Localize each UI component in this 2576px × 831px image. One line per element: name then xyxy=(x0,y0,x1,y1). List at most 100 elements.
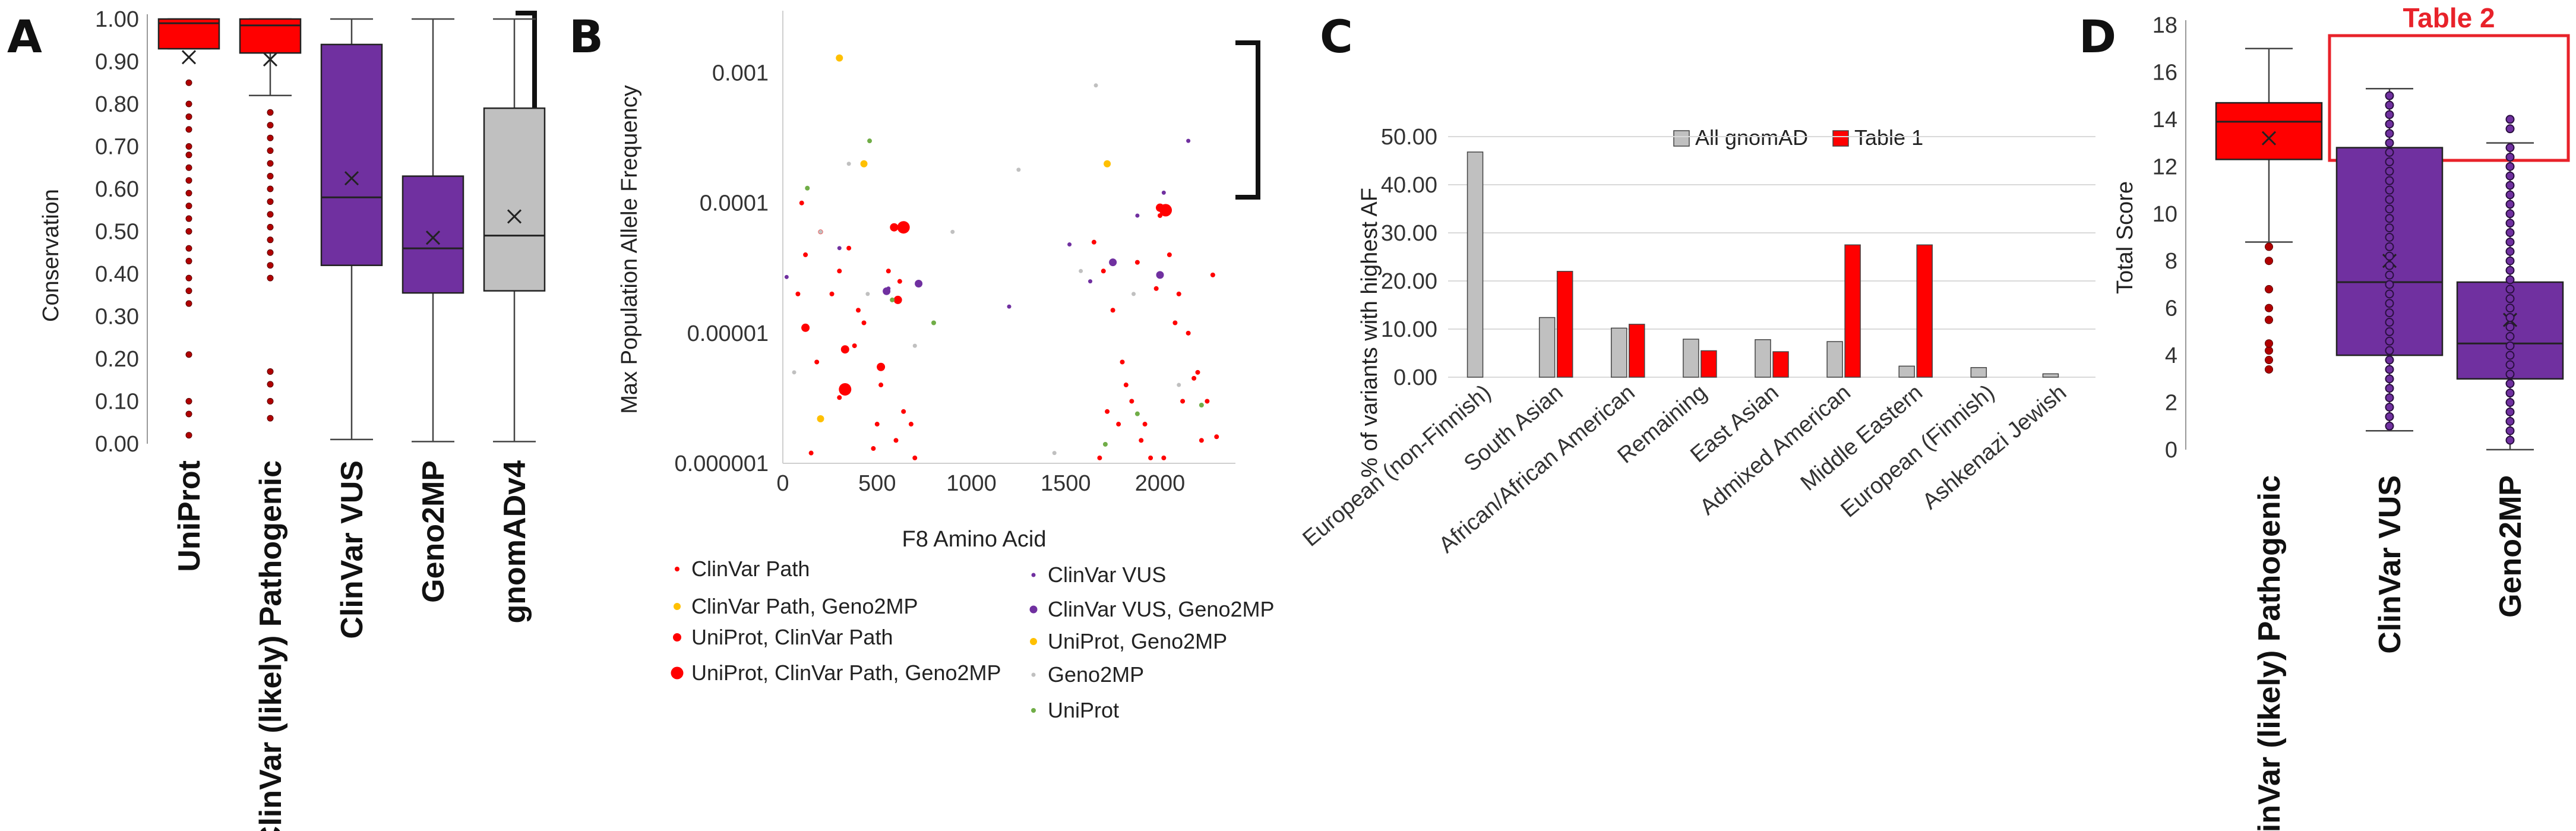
data-point xyxy=(2505,115,2515,124)
data-point xyxy=(2385,157,2394,166)
scatter-point xyxy=(840,345,849,354)
panel-c-legend: All gnomAD Table 1 xyxy=(1673,125,1923,150)
scatter-point xyxy=(1159,204,1172,217)
outlier-point xyxy=(267,274,274,282)
scatter-point xyxy=(792,370,796,375)
outlier-point xyxy=(267,398,274,405)
outlier-point xyxy=(2265,365,2273,374)
y-tick-label: 6 xyxy=(2165,296,2177,321)
panel-d-boxplot: Total Score Table 2 0 2 4 6 8 10 12 14 16 18 ClinV… xyxy=(2113,2,2570,831)
outlier-point xyxy=(185,203,192,210)
legend-marker xyxy=(1030,638,1037,645)
scatter-point xyxy=(874,422,880,427)
data-point xyxy=(2505,200,2515,209)
scatter-point xyxy=(1110,308,1115,313)
data-point xyxy=(2385,204,2394,214)
scatter-point xyxy=(893,438,899,443)
series-uniprot-geno2mp xyxy=(836,54,1111,168)
y-tick-label: 0 xyxy=(2165,438,2177,463)
scatter-point xyxy=(817,415,824,422)
scatter-point xyxy=(861,320,867,326)
panel-label-c: C xyxy=(1320,10,1353,63)
data-point xyxy=(2385,100,2394,110)
panel-a-boxplot: Conservation 0.00 0.10 0.20 0.30 0.40 0.50 0.6… xyxy=(39,7,546,831)
bar-all-gnomad xyxy=(1826,341,1843,378)
box-iqr xyxy=(483,107,546,292)
panel-b-legend: ClinVar Path ClinVar VUS ClinVar Path, Gen… xyxy=(671,557,1274,722)
bar-all-gnomad xyxy=(1755,339,1771,378)
outlier-point xyxy=(185,228,192,235)
y-tick-label: 0.50 xyxy=(95,220,139,245)
bar-all-gnomad xyxy=(1898,365,1915,378)
scatter-point xyxy=(1172,320,1178,326)
outlier-point xyxy=(267,262,274,269)
scatter-point xyxy=(883,287,891,295)
box-group-clinvar-vus xyxy=(2335,88,2444,432)
data-point xyxy=(2505,407,2515,416)
bar-all-gnomad xyxy=(1611,327,1627,378)
legend-marker xyxy=(1031,672,1036,677)
scatter-point xyxy=(912,343,917,348)
scatter-point xyxy=(871,446,876,451)
x-tick-label: 1500 xyxy=(1041,471,1091,496)
scatter-point xyxy=(897,221,910,234)
scatter-point xyxy=(1205,399,1210,404)
data-point xyxy=(2385,91,2394,100)
bar-all-gnomad xyxy=(1466,151,1484,378)
y-tick-label: 40.00 xyxy=(1381,173,1437,198)
y-tick-label: 0.30 xyxy=(95,305,139,330)
data-point xyxy=(2505,237,2515,247)
y-tick-label: 0.001 xyxy=(712,61,769,86)
scatter-point xyxy=(836,54,843,62)
data-point xyxy=(2505,285,2515,294)
scatter-point xyxy=(1131,292,1136,296)
scatter-point xyxy=(908,422,914,427)
scatter-point xyxy=(1093,83,1098,88)
legend-marker xyxy=(1029,605,1038,614)
data-point xyxy=(2385,393,2394,403)
data-point xyxy=(2385,318,2394,327)
outlier-point xyxy=(267,236,274,244)
data-point xyxy=(2505,313,2515,323)
outlier-point xyxy=(185,398,192,405)
box-group-geno2mp xyxy=(402,18,464,443)
scatter-point xyxy=(897,279,902,284)
box-group-uniprot xyxy=(157,18,220,439)
data-point xyxy=(2505,360,2515,369)
box-group-clinvar-likely-pathogenic xyxy=(239,18,302,422)
data-point xyxy=(2385,374,2394,384)
data-point xyxy=(2505,162,2515,171)
data-point xyxy=(2505,152,2515,162)
scatter-point xyxy=(839,383,852,396)
scatter-point xyxy=(1091,239,1096,245)
category-label: gnomADv4 xyxy=(498,460,532,624)
data-point xyxy=(2385,119,2394,129)
data-point xyxy=(2505,219,2515,228)
legend-label: UniProt, Geno2MP xyxy=(1048,629,1227,653)
outlier-point xyxy=(2265,356,2273,365)
scatter-point xyxy=(1104,160,1111,168)
scatter-point xyxy=(1214,434,1219,440)
data-point xyxy=(2385,327,2394,336)
legend-label: ClinVar Path, Geno2MP xyxy=(691,594,918,618)
scatter-point xyxy=(890,223,899,232)
scatter-point xyxy=(1191,375,1197,381)
data-point xyxy=(2385,365,2394,374)
scatter-point xyxy=(814,359,820,365)
outlier-point xyxy=(185,151,192,159)
scatter-point xyxy=(837,268,842,274)
table-2-annotation: Table 2 xyxy=(2403,2,2495,33)
bar-table-1 xyxy=(1916,244,1933,378)
scatter-point xyxy=(808,450,814,456)
y-tick-label: 14 xyxy=(2153,108,2177,132)
bar-table-1 xyxy=(1772,351,1789,378)
table-2-highlight-box xyxy=(2328,34,2570,162)
scatter-point xyxy=(886,268,891,274)
series-clinvar-vus xyxy=(784,138,1191,309)
scatter-point xyxy=(860,160,868,168)
y-tick-label: 50.00 xyxy=(1381,125,1437,150)
category-label: Geno2MP xyxy=(2493,475,2528,618)
scatter-point xyxy=(1101,268,1106,274)
legend-marker xyxy=(673,633,681,642)
